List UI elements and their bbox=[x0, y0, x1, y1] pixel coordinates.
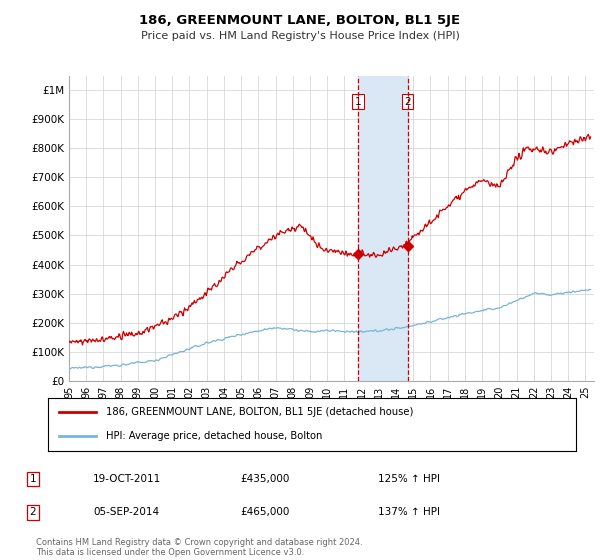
Text: 19-OCT-2011: 19-OCT-2011 bbox=[93, 474, 161, 484]
Text: 1: 1 bbox=[355, 97, 361, 107]
Text: 186, GREENMOUNT LANE, BOLTON, BL1 5JE (detached house): 186, GREENMOUNT LANE, BOLTON, BL1 5JE (d… bbox=[106, 407, 413, 417]
Text: 2: 2 bbox=[29, 507, 37, 517]
Text: £465,000: £465,000 bbox=[240, 507, 289, 517]
Text: Price paid vs. HM Land Registry's House Price Index (HPI): Price paid vs. HM Land Registry's House … bbox=[140, 31, 460, 41]
Text: 137% ↑ HPI: 137% ↑ HPI bbox=[378, 507, 440, 517]
Text: 1: 1 bbox=[29, 474, 37, 484]
Text: 05-SEP-2014: 05-SEP-2014 bbox=[93, 507, 159, 517]
Text: HPI: Average price, detached house, Bolton: HPI: Average price, detached house, Bolt… bbox=[106, 431, 322, 441]
Text: 186, GREENMOUNT LANE, BOLTON, BL1 5JE: 186, GREENMOUNT LANE, BOLTON, BL1 5JE bbox=[139, 14, 461, 27]
Text: Contains HM Land Registry data © Crown copyright and database right 2024.
This d: Contains HM Land Registry data © Crown c… bbox=[36, 538, 362, 557]
Bar bbox=[358, 76, 407, 381]
Text: £435,000: £435,000 bbox=[240, 474, 289, 484]
Text: 125% ↑ HPI: 125% ↑ HPI bbox=[378, 474, 440, 484]
Text: 2: 2 bbox=[404, 97, 411, 107]
